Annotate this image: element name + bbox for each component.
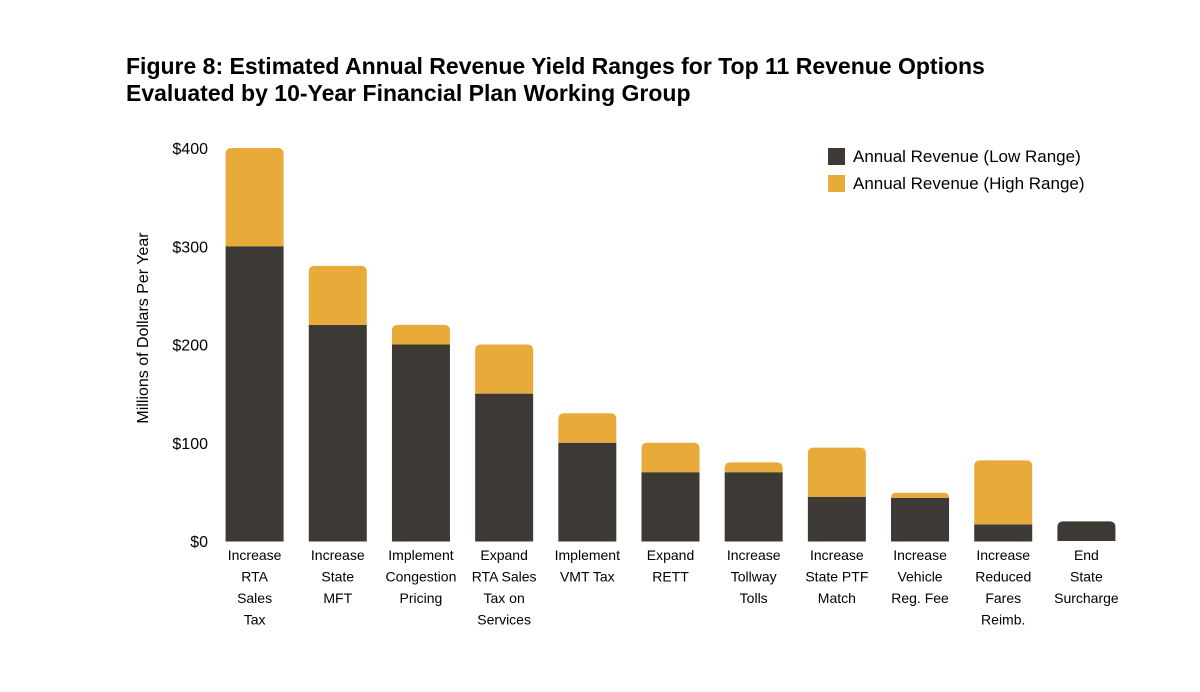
bars xyxy=(225,148,1116,542)
bar-low-range xyxy=(891,497,950,542)
bar-high-range xyxy=(891,492,950,498)
legend-swatch-high xyxy=(828,175,845,192)
bar-stack xyxy=(641,442,700,542)
category-label: Implement Congestion Pricing xyxy=(386,547,457,606)
y-tick-label: $0 xyxy=(190,534,208,551)
bar-low-range xyxy=(724,472,783,542)
bar-stack xyxy=(475,344,534,542)
bar-high-range xyxy=(308,265,367,325)
category-label: Increase Reduced Fares Reimb. xyxy=(975,547,1031,628)
chart-title: Figure 8: Estimated Annual Revenue Yield… xyxy=(126,53,1126,107)
bar-stack xyxy=(974,460,1033,542)
chart-title-line-1: Figure 8: Estimated Annual Revenue Yield… xyxy=(126,53,985,79)
bar-high-range xyxy=(391,324,450,345)
bar-stack xyxy=(225,148,284,542)
y-tick-label: $300 xyxy=(172,239,208,256)
legend: Annual Revenue (Low Range) Annual Revenue… xyxy=(828,147,1085,193)
bar-low-range xyxy=(475,393,534,542)
bar-high-range xyxy=(558,413,617,443)
bar-low-range xyxy=(1057,521,1116,541)
bar-low-range xyxy=(641,472,700,542)
bar-stack xyxy=(891,492,950,542)
bar-stack xyxy=(807,447,866,542)
y-axis: $0 $100 $200 $300 $400 xyxy=(172,141,208,551)
category-label: End State Surcharge xyxy=(1054,547,1119,606)
bar-low-range xyxy=(391,344,450,542)
bar-high-range xyxy=(641,442,700,473)
bar-stack xyxy=(391,324,450,542)
y-tick-label: $100 xyxy=(172,436,208,453)
bar-low-range xyxy=(974,524,1033,542)
bar-stack xyxy=(1057,521,1116,541)
category-label: Expand RTA Sales Tax on Services xyxy=(472,547,537,628)
bar-low-range xyxy=(807,496,866,542)
category-label: Increase Tollway Tolls xyxy=(727,547,781,606)
category-label: Increase State MFT xyxy=(311,547,365,606)
category-label: Increase RTA Sales Tax xyxy=(228,547,282,628)
legend-entry: Annual Revenue (Low Range) xyxy=(853,147,1081,166)
bar-high-range xyxy=(225,148,284,247)
bar-high-range xyxy=(475,344,534,394)
y-tick-label: $400 xyxy=(172,141,208,158)
bar-stack xyxy=(308,265,367,542)
category-labels: Increase RTA Sales Tax Increase State MFT Imple… xyxy=(228,547,1119,628)
bar-low-range xyxy=(558,442,617,542)
category-label: Increase State PTF Match xyxy=(805,547,868,606)
category-label: Increase Vehicle Reg. Fee xyxy=(891,547,949,606)
category-label: Expand RETT xyxy=(647,547,694,585)
chart-title-line-2: Evaluated by 10-Year Financial Plan Work… xyxy=(126,80,691,106)
category-label: Implement VMT Tax xyxy=(555,547,620,585)
bar-high-range xyxy=(724,462,783,473)
legend-entry: Annual Revenue (High Range) xyxy=(853,174,1085,193)
bar-high-range xyxy=(807,447,866,497)
bar-stack xyxy=(558,413,617,542)
bar-low-range xyxy=(225,246,284,542)
legend-swatch-low xyxy=(828,148,845,165)
bar-stack xyxy=(724,462,783,542)
bar-high-range xyxy=(974,460,1033,525)
bar-low-range xyxy=(308,324,367,542)
y-axis-label: Millions of Dollars Per Year xyxy=(135,232,152,424)
y-tick-label: $200 xyxy=(172,338,208,355)
